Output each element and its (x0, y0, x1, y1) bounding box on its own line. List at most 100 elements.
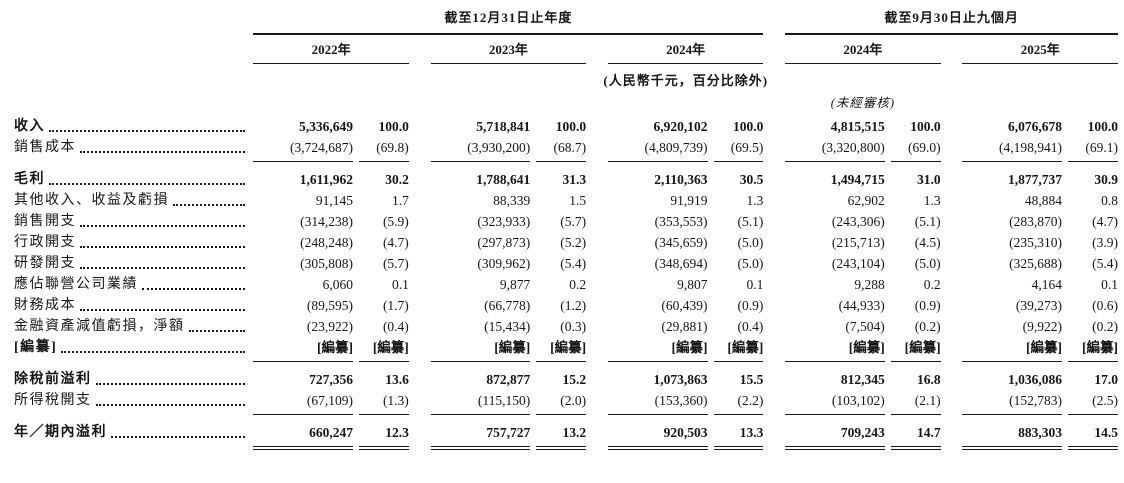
dot-leader (49, 183, 246, 185)
row-label-text: 毛利 (14, 172, 45, 187)
column-gap (947, 254, 957, 275)
value-cell: 1,788,641 (476, 172, 531, 187)
column-gap (769, 191, 779, 212)
value-cell: (66,778) (484, 298, 531, 313)
value-cell: 1,494,715 (830, 172, 885, 187)
table-row: 金融資產減值虧損，淨額 (23,922) (0.4) (15,434) (0.3) (29… (14, 317, 1118, 338)
column-gap (415, 391, 425, 415)
column-gap (769, 233, 779, 254)
spacer (253, 90, 779, 112)
column-gap (947, 317, 957, 338)
row-label: 銷售開支 (14, 212, 247, 233)
value-cell: 660,247 (253, 415, 353, 450)
dot-leader (80, 151, 246, 153)
row-label-text: 除稅前溢利 (14, 372, 92, 387)
percent-cell: (0.9) (914, 298, 941, 313)
value-cell: 91,919 (670, 193, 708, 208)
value-cell: 91,145 (315, 193, 353, 208)
percent-cell: 14.5 (1068, 415, 1118, 450)
value-cell: 5,718,841 (476, 119, 531, 134)
column-gap (769, 35, 779, 64)
percent-cell: [編纂] (358, 338, 409, 362)
column-gap (947, 212, 957, 233)
column-gap (415, 296, 425, 317)
percent-cell: (1.7) (382, 298, 409, 313)
column-gap (415, 317, 425, 338)
value-cell: [編纂] (607, 338, 708, 362)
value-cell: 872,877 (486, 372, 531, 387)
column-gap (415, 338, 425, 362)
row-label: 所得稅開支 (14, 391, 247, 412)
unaudited-note-row: (未經審核) (14, 90, 1118, 112)
value-cell: (215,713) (831, 235, 885, 250)
percent-cell: 0.8 (1101, 193, 1118, 208)
row-label: 應佔聯營公司業績 (14, 275, 247, 296)
column-gap (592, 233, 602, 254)
period-group-annual: 截至12月31日止年度 (253, 10, 764, 35)
percent-cell: 17.0 (1094, 372, 1118, 387)
value-cell: (89,595) (306, 298, 353, 313)
row-label: 收入 (14, 112, 247, 138)
percent-cell: 31.0 (916, 172, 941, 187)
dot-leader (80, 225, 246, 227)
row-label-text: [編纂] (14, 340, 58, 355)
dot-leader (142, 288, 246, 290)
table-row: 財務成本 (89,595) (1.7) (66,778) (1.2) (60,439) (0… (14, 296, 1118, 317)
table-row: 研發開支 (305,808) (5.7) (309,962) (5.4) (348,694… (14, 254, 1118, 275)
table-row: 毛利 1,611,962 30.2 1,788,641 31.3 2,110,363 30.… (14, 162, 1118, 191)
label-column-spacer (14, 64, 247, 90)
spacer (947, 90, 1118, 112)
percent-cell: (5.4) (560, 256, 587, 271)
dot-leader (61, 351, 246, 353)
column-gap (592, 296, 602, 317)
percent-cell: (2.2) (713, 391, 764, 415)
percent-cell: 0.1 (746, 277, 764, 292)
column-gap (947, 162, 957, 191)
percent-cell: 1.3 (923, 193, 941, 208)
dot-leader (95, 383, 246, 385)
value-cell: (283,870) (1009, 214, 1063, 229)
column-gap (769, 162, 779, 191)
percent-cell: (0.3) (560, 319, 587, 334)
percent-cell: 14.7 (890, 415, 941, 450)
percent-cell: (5.0) (914, 256, 941, 271)
column-gap (592, 138, 602, 162)
value-cell: 883,303 (962, 415, 1063, 450)
value-cell: 757,727 (430, 415, 531, 450)
percent-cell: (0.2) (1092, 319, 1118, 334)
percent-cell: 15.2 (562, 372, 587, 387)
percent-cell: 0.2 (569, 277, 587, 292)
percent-cell: 13.3 (713, 415, 764, 450)
column-gap (769, 296, 779, 317)
column-gap (415, 35, 425, 64)
value-cell: (39,273) (1015, 298, 1063, 313)
percent-cell: 31.3 (562, 172, 587, 187)
table-row: 銷售開支 (314,238) (5.9) (323,933) (5.7) (353,553… (14, 212, 1118, 233)
value-cell: (248,248) (300, 235, 353, 250)
column-gap (947, 275, 957, 296)
income-statement-table: 截至12月31日止年度 截至9月30日止九個月 2022年 2023年 2024… (8, 10, 1124, 450)
percent-cell: (68.7) (536, 138, 587, 162)
value-cell: (15,434) (484, 319, 531, 334)
percent-cell: (3.9) (1092, 235, 1118, 250)
label-column-spacer (14, 35, 247, 64)
percent-cell: (2.0) (536, 391, 587, 415)
value-cell: (3,930,200) (430, 138, 531, 162)
column-gap (769, 275, 779, 296)
value-cell: (29,881) (661, 319, 708, 334)
table-row: [編纂] [編纂] [編纂] [編纂] [編纂] [編纂] [編纂] [編纂] [編纂] [編纂]… (14, 338, 1118, 362)
value-cell: [編纂] (785, 338, 885, 362)
column-gap (415, 162, 425, 191)
percent-cell: (0.9) (737, 298, 764, 313)
column-gap (947, 415, 957, 450)
column-gap (592, 112, 602, 138)
row-label: 金融資產減值虧損，淨額 (14, 317, 247, 338)
row-label: 研發開支 (14, 254, 247, 275)
value-cell: [編纂] (430, 338, 531, 362)
percent-cell: (4.7) (382, 235, 409, 250)
row-label-text: 應佔聯營公司業績 (14, 277, 138, 292)
percent-cell: 15.5 (739, 372, 764, 387)
column-gap (947, 191, 957, 212)
table-row: 應佔聯營公司業績 6,060 0.1 9,877 0.2 9,807 0.1 9,288 0.2… (14, 275, 1118, 296)
value-cell: (60,439) (661, 298, 708, 313)
